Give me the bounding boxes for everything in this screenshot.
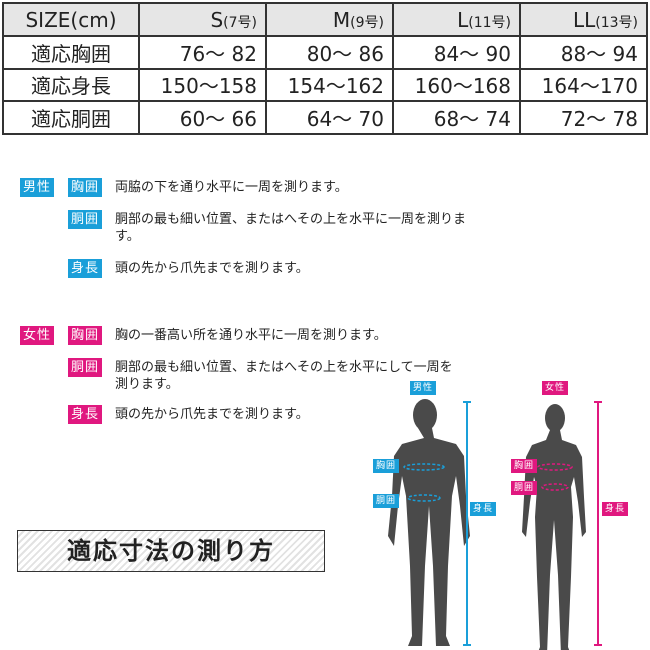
male-height-tag: 身長 [68, 259, 103, 278]
female-waist-tag: 胴囲 [68, 358, 103, 377]
cell: 64〜 70 [265, 100, 394, 135]
female-badge: 女性 [20, 326, 55, 345]
male-badge: 男性 [20, 178, 55, 197]
header-l: L(11号) [392, 2, 521, 37]
table-header-row: SIZE(cm) S(7号) M(9号) L(11号) LL(13号) [2, 2, 648, 37]
cell: 160〜168 [392, 67, 521, 103]
diagram-male-badge: 男性 [410, 381, 437, 395]
table-row: 適応身長 150〜158 154〜162 160〜168 164〜170 [2, 67, 648, 103]
cell: 80〜 86 [265, 35, 394, 70]
header-ll: LL(13号) [519, 2, 648, 37]
male-height-bar [463, 401, 471, 646]
row-label: 適応胴囲 [2, 100, 140, 135]
female-waist-text: 胴部の最も細い位置、またはへその上を水平にして一周を測ります。 [115, 360, 453, 392]
female-silhouette [522, 404, 586, 650]
table-row: 適応胴囲 60〜 66 64〜 70 68〜 74 72〜 78 [2, 100, 648, 135]
row-label: 適応胸囲 [2, 35, 140, 70]
diagram-male-height-tag: 身長 [470, 502, 497, 516]
cell: 60〜 66 [138, 100, 267, 135]
cell: 68〜 74 [392, 100, 521, 135]
male-chest-tag: 胸囲 [68, 178, 103, 197]
size-table: SIZE(cm) S(7号) M(9号) L(11号) LL(13号) 適応胸囲… [2, 2, 648, 135]
diagram-male-waist-tag: 胴囲 [373, 494, 400, 508]
cell: 88〜 94 [519, 35, 648, 70]
row-label: 適応身長 [2, 67, 140, 103]
female-chest-tag: 胸囲 [68, 326, 103, 345]
female-chest-text: 胸の一番高い所を通り水平に一周を測ります。 [115, 328, 387, 343]
cell: 72〜 78 [519, 100, 648, 135]
female-height-tag: 身長 [68, 405, 103, 424]
female-waist-line [541, 483, 569, 491]
diagram-female-waist-tag: 胴囲 [511, 481, 538, 495]
male-waist-line [407, 494, 441, 502]
male-chest-line [403, 463, 445, 471]
male-chest-text: 両脇の下を通り水平に一周を測ります。 [115, 180, 348, 195]
diagram-female-badge: 女性 [542, 381, 569, 395]
female-chest-line [537, 463, 573, 471]
male-silhouette [388, 399, 470, 646]
cell: 150〜158 [138, 67, 267, 103]
table-row: 適応胸囲 76〜 82 80〜 86 84〜 90 88〜 94 [2, 35, 648, 70]
cell: 84〜 90 [392, 35, 521, 70]
male-waist-tag: 胴囲 [68, 210, 103, 229]
diagram-female-chest-tag: 胸囲 [511, 459, 538, 473]
male-height-text: 頭の先から爪先までを測ります。 [115, 261, 309, 276]
cell: 154〜162 [265, 67, 394, 103]
measurement-title: 適応寸法の測り方 [17, 530, 325, 572]
diagram-male-chest-tag: 胸囲 [373, 459, 400, 473]
diagram-female-height-tag: 身長 [602, 502, 629, 516]
cell: 76〜 82 [138, 35, 267, 70]
female-height-bar [594, 401, 602, 646]
female-height-text: 頭の先から爪先までを測ります。 [115, 407, 309, 422]
header-size: SIZE(cm) [2, 2, 140, 37]
header-m: M(9号) [265, 2, 394, 37]
cell: 164〜170 [519, 67, 648, 103]
male-waist-text: 胴部の最も細い位置、またはへその上を水平に一周を測ります。 [115, 212, 467, 244]
header-s: S(7号) [138, 2, 267, 37]
